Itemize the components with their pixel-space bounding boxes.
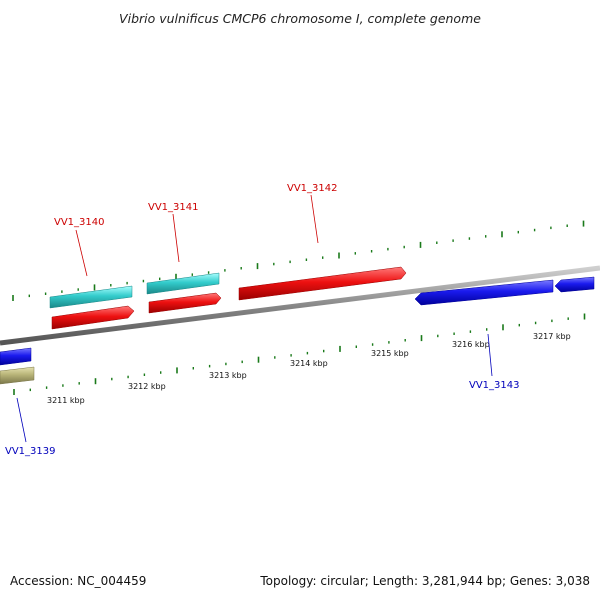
gene-feature-vv1-3140-rna[interactable] — [49, 285, 133, 309]
gene-label-vv1-3141[interactable]: VV1_3141 — [148, 202, 199, 213]
kbp-label-3214: 3214 kbp — [290, 359, 328, 368]
lower-tick-ruler — [13, 313, 586, 395]
kbp-label-3216: 3216 kbp — [452, 340, 490, 349]
chromosome-backbone — [0, 265, 600, 346]
leader-vv1-3140 — [75, 229, 88, 277]
map-title: Vibrio vulnificus CMCP6 chromosome I, co… — [119, 11, 481, 26]
genome-summary-text: Topology: circular; Length: 3,281,944 bp… — [259, 574, 590, 588]
kbp-label-3212: 3212 kbp — [128, 382, 166, 391]
gene-feature-vv1-3142-cds[interactable] — [238, 266, 407, 301]
gene-feature-next-reverse-cds[interactable] — [554, 276, 595, 293]
gene-feature-vv1-3141-rna[interactable] — [146, 272, 220, 295]
kbp-labels: 3211 kbp 3212 kbp 3213 kbp 3214 kbp 3215… — [47, 332, 571, 405]
leader-vv1-3142 — [310, 194, 319, 244]
gene-feature-vv1-3139-other[interactable] — [0, 366, 35, 385]
kbp-label-3211: 3211 kbp — [47, 396, 85, 405]
label-leaders — [16, 194, 493, 443]
gene-feature-vv1-3141-cds[interactable] — [148, 292, 222, 314]
leader-vv1-3141 — [172, 213, 180, 263]
accession-text: Accession: NC_004459 — [10, 574, 146, 588]
kbp-label-3217: 3217 kbp — [533, 332, 571, 341]
leader-vv1-3139 — [16, 397, 27, 443]
gene-label-vv1-3140[interactable]: VV1_3140 — [54, 217, 105, 228]
gene-label-vv1-3139[interactable]: VV1_3139 — [5, 446, 56, 457]
gene-label-vv1-3143[interactable]: VV1_3143 — [469, 380, 520, 391]
kbp-label-3215: 3215 kbp — [371, 349, 409, 358]
upper-tick-ruler — [12, 220, 585, 301]
gene-label-vv1-3142[interactable]: VV1_3142 — [287, 183, 338, 194]
gene-feature-vv1-3143-cds[interactable] — [414, 279, 554, 306]
gene-labels: VV1_3140 VV1_3141 VV1_3142 VV1_3143 VV1_… — [5, 183, 520, 457]
gene-feature-vv1-3139-cds[interactable] — [0, 347, 32, 366]
leader-vv1-3143 — [487, 333, 493, 377]
kbp-label-3213: 3213 kbp — [209, 371, 247, 380]
gene-feature-vv1-3140-cds[interactable] — [51, 305, 135, 330]
